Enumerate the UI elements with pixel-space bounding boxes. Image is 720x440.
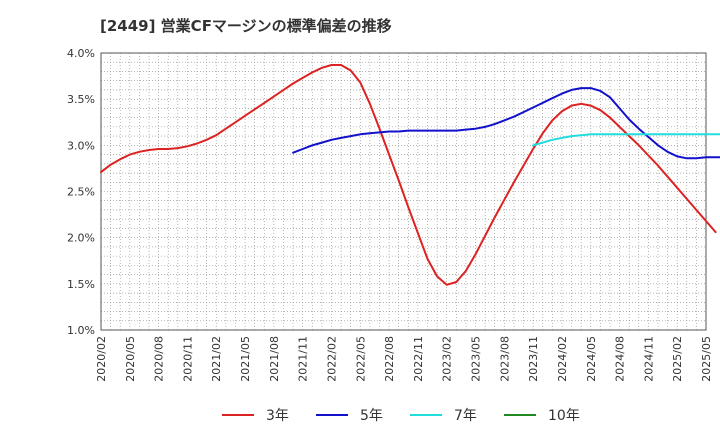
x-tick-label: 2022/05 bbox=[354, 336, 367, 382]
y-tick-label: 1.5% bbox=[67, 278, 95, 291]
y-axis-ticks: 1.0% 1.5% 2.0% 2.5% 3.0% 3.5% 4.0% bbox=[67, 47, 95, 337]
x-tick-label: 2021/08 bbox=[268, 336, 281, 382]
x-tick-label: 2023/05 bbox=[470, 336, 483, 382]
series-line-3年 bbox=[100, 64, 717, 286]
x-tick-label: 2023/02 bbox=[441, 336, 454, 382]
x-tick-label: 2020/08 bbox=[153, 336, 166, 382]
x-tick-label: 2020/11 bbox=[181, 336, 194, 382]
x-tick-label: 2023/11 bbox=[527, 336, 540, 382]
series-lines bbox=[100, 64, 720, 286]
chart-title: [2449] 営業CFマージンの標準偏差の推移 bbox=[100, 17, 392, 35]
legend-label: 3年 bbox=[266, 408, 289, 424]
x-tick-label: 2025/05 bbox=[700, 336, 713, 382]
y-tick-label: 2.0% bbox=[67, 232, 95, 245]
x-tick-label: 2022/02 bbox=[325, 336, 338, 382]
x-tick-label: 2024/02 bbox=[556, 336, 569, 382]
legend-label: 5年 bbox=[360, 408, 383, 424]
x-tick-label: 2025/02 bbox=[671, 336, 684, 382]
x-tick-label: 2024/05 bbox=[585, 336, 598, 382]
x-tick-label: 2021/05 bbox=[239, 336, 252, 382]
x-tick-label: 2023/08 bbox=[498, 336, 511, 382]
x-tick-label: 2021/02 bbox=[210, 336, 223, 382]
plot-area bbox=[100, 52, 707, 331]
y-tick-label: 2.5% bbox=[67, 186, 95, 199]
legend-label: 10年 bbox=[548, 408, 580, 424]
series-line-7年 bbox=[532, 133, 720, 147]
x-tick-label: 2022/08 bbox=[383, 336, 396, 382]
legend-label: 7年 bbox=[454, 408, 477, 424]
x-axis-ticks: 2020/02 2020/05 2020/08 2020/11 2021/02 2021/… bbox=[95, 336, 713, 382]
x-tick-label: 2021/11 bbox=[297, 336, 310, 382]
x-tick-label: 2020/05 bbox=[124, 336, 137, 382]
plot-border bbox=[100, 52, 707, 331]
y-tick-label: 1.0% bbox=[67, 324, 95, 337]
x-tick-label: 2024/11 bbox=[642, 336, 655, 382]
legend: 3年 5年 7年 10年 bbox=[222, 408, 580, 424]
x-tick-label: 2024/08 bbox=[614, 336, 627, 382]
x-tick-label: 2020/02 bbox=[95, 336, 108, 382]
series-line-5年 bbox=[292, 87, 720, 160]
y-tick-label: 3.0% bbox=[67, 139, 95, 152]
y-tick-label: 4.0% bbox=[67, 47, 95, 60]
y-tick-label: 3.5% bbox=[67, 93, 95, 106]
x-tick-label: 2022/11 bbox=[412, 336, 425, 382]
